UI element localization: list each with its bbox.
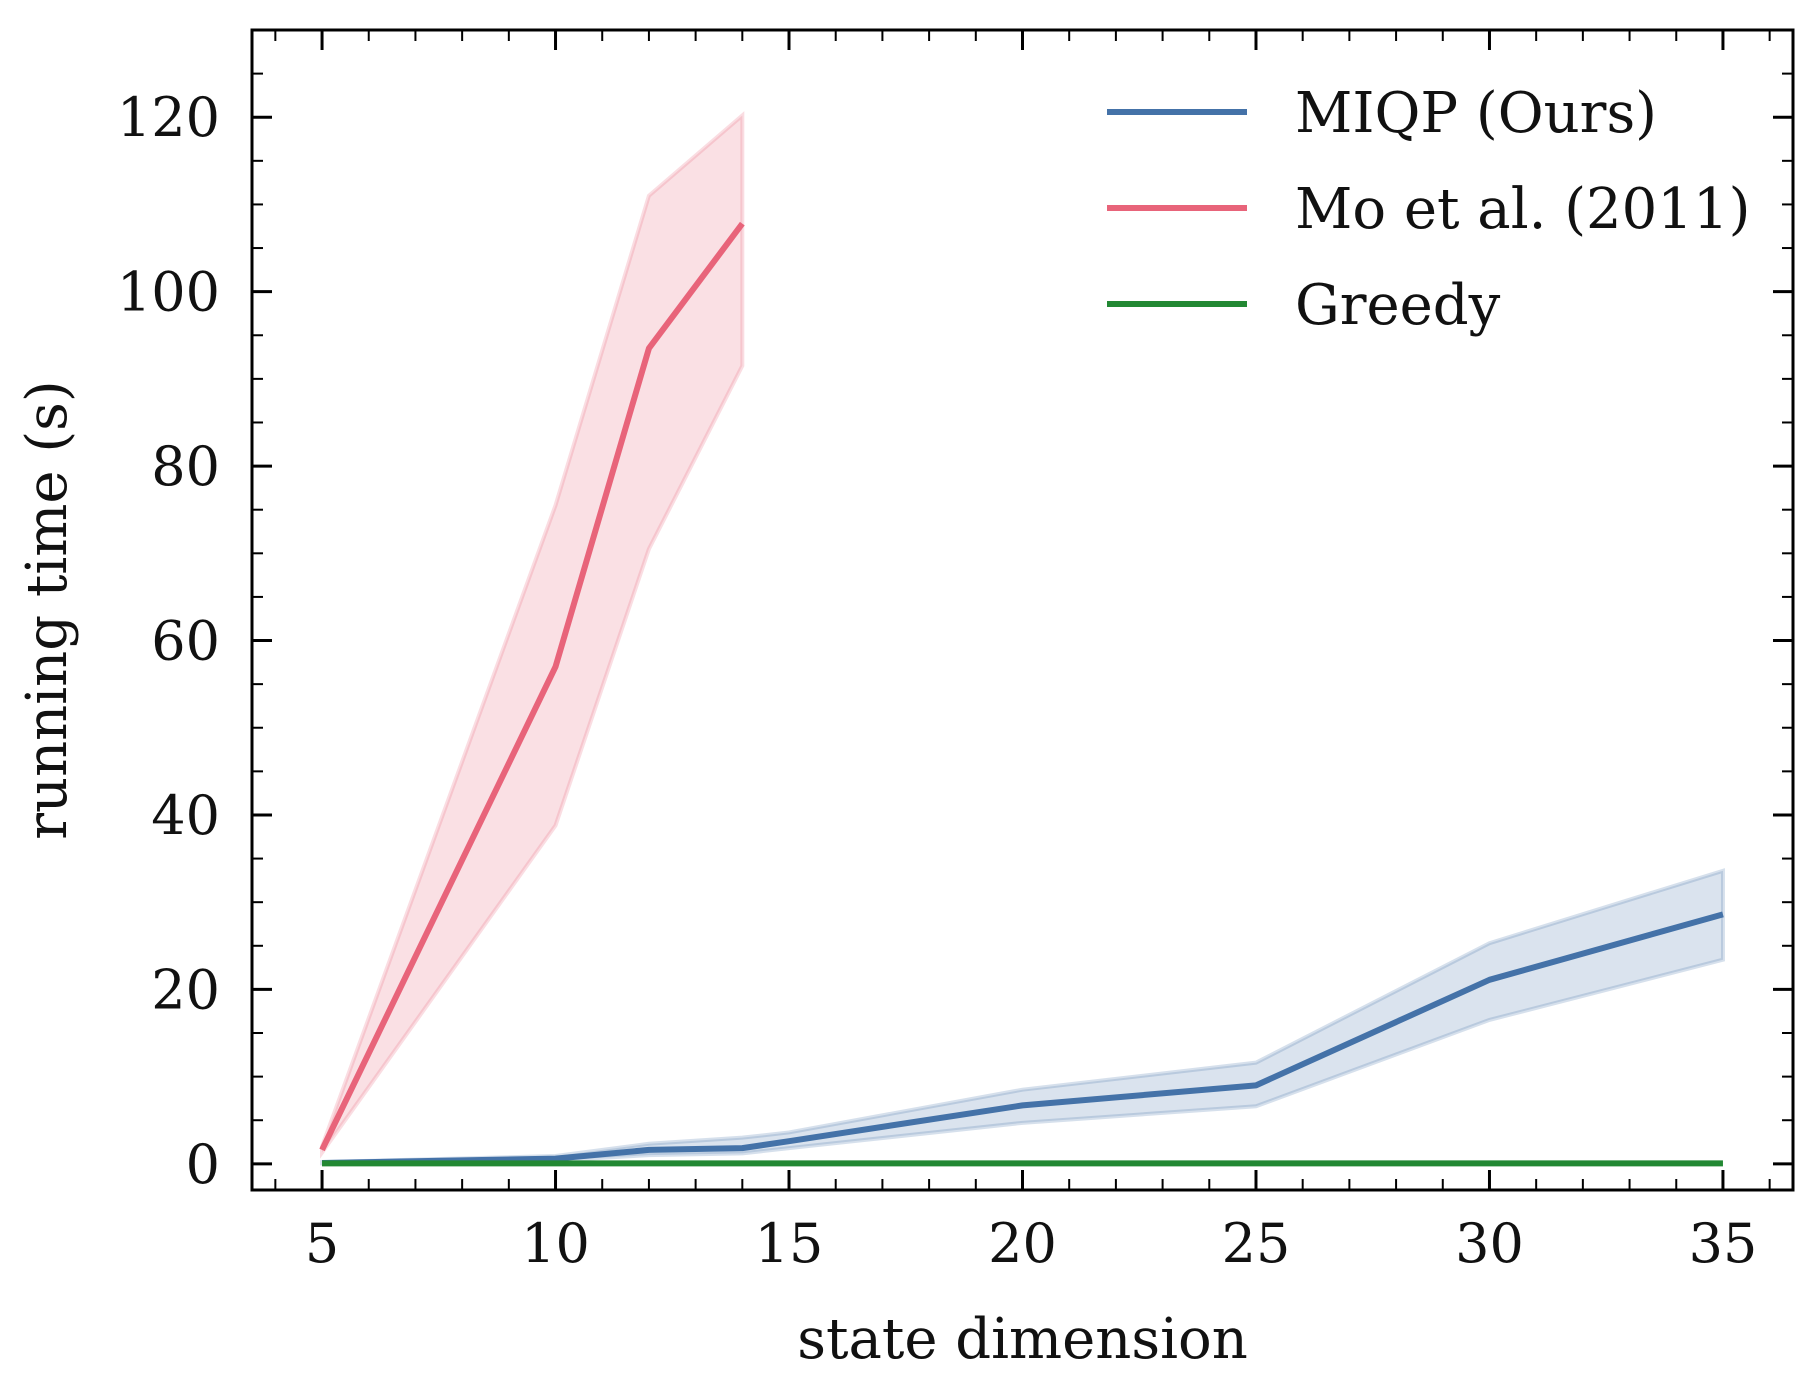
line-mo-et-al-2011 <box>319 221 745 1152</box>
y-tick-label: 40 <box>151 784 220 847</box>
y-tick-label: 20 <box>151 958 220 1021</box>
legend-label-mo-et-al-2011: Mo et al. (2011) <box>1295 177 1750 242</box>
y-tick-label: 80 <box>151 435 220 498</box>
line-miqp-ours <box>321 911 1724 1166</box>
x-tick-label: 25 <box>1222 1212 1291 1275</box>
y-tick-label: 100 <box>117 261 220 324</box>
legend-label-miqp-ours: MIQP (Ours) <box>1295 81 1657 146</box>
confidence-bands <box>320 111 1725 1166</box>
band-mo-et-al-2011 <box>320 111 745 1159</box>
x-tick-label: 35 <box>1689 1212 1758 1275</box>
y-tick-label: 60 <box>151 610 220 673</box>
x-tick-label: 5 <box>305 1212 339 1275</box>
x-tick-label: 30 <box>1455 1212 1524 1275</box>
legend: MIQP (Ours) Mo et al. (2011) Greedy <box>1107 81 1750 338</box>
legend-label-greedy: Greedy <box>1295 273 1501 338</box>
tick-labels: 5 10 15 20 25 30 35 0 20 40 60 80 100 120 <box>117 86 1757 1275</box>
y-axis-label: running time (s) <box>15 380 80 839</box>
plot-frame <box>250 28 1795 1192</box>
x-tick-label: 15 <box>755 1212 824 1275</box>
x-tick-label: 20 <box>988 1212 1057 1275</box>
band-miqp-ours <box>320 868 1725 1166</box>
x-axis-label: state dimension <box>797 1307 1248 1372</box>
x-tick-label: 10 <box>521 1212 590 1275</box>
y-tick-label: 0 <box>186 1133 220 1196</box>
y-tick-label: 120 <box>117 86 220 149</box>
series-lines <box>319 221 1724 1167</box>
